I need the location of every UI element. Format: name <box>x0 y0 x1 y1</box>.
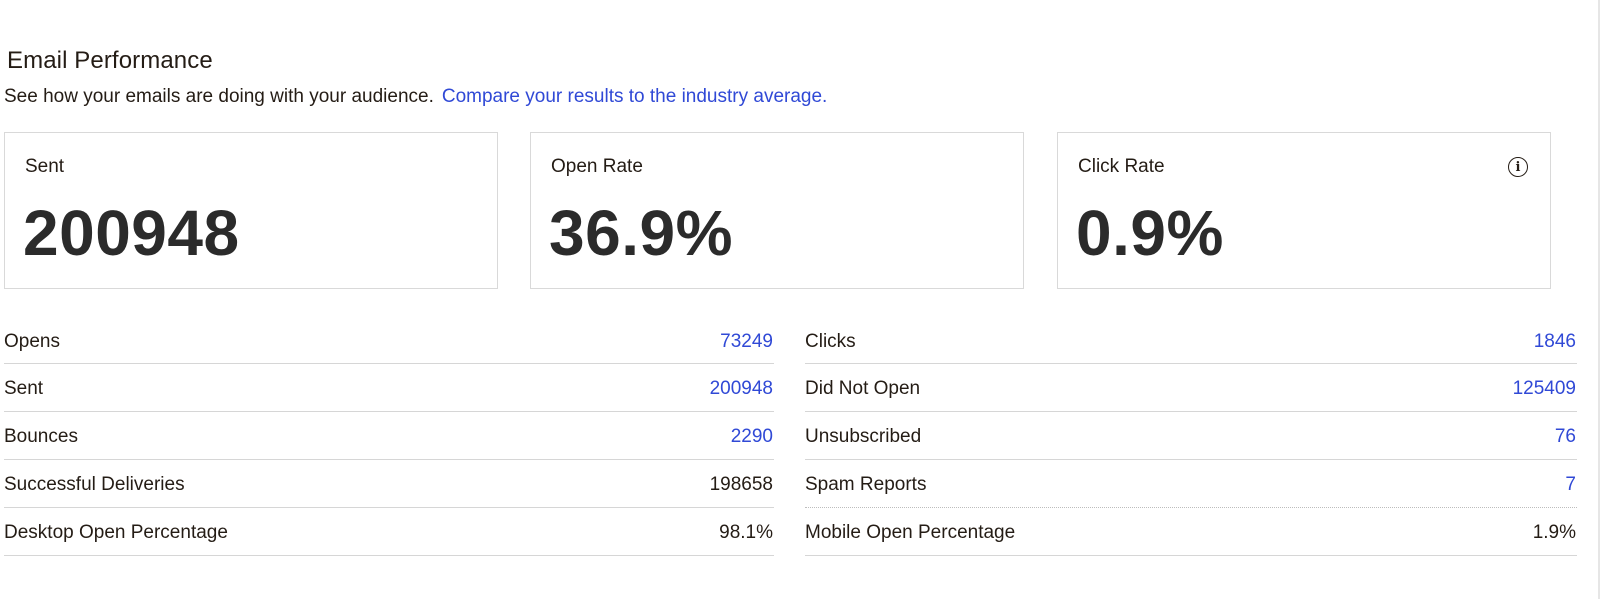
sent-card-value: 200948 <box>23 197 240 269</box>
unsubscribed-value-link[interactable]: 76 <box>1554 425 1576 447</box>
stat-label: Opens <box>4 330 60 352</box>
stat-row-bounces: Bounces 2290 <box>4 412 774 460</box>
open-rate-card: Open Rate 36.9% <box>530 132 1024 289</box>
stat-label: Sent <box>4 377 44 399</box>
stat-row-opens: Opens 73249 <box>4 318 774 364</box>
page-title: Email Performance <box>7 47 213 74</box>
stat-row-mobile-open-percentage: Mobile Open Percentage 1.9% <box>805 508 1577 556</box>
sent-card: Sent 200948 <box>4 132 498 289</box>
stat-row-did-not-open: Did Not Open 125409 <box>805 364 1577 412</box>
open-rate-card-value: 36.9% <box>549 197 733 269</box>
stat-row-spam-reports: Spam Reports 7 <box>805 460 1577 508</box>
stat-row-successful-deliveries: Successful Deliveries 198658 <box>4 460 774 508</box>
stat-label: Desktop Open Percentage <box>4 521 228 543</box>
click-rate-card-value: 0.9% <box>1076 197 1224 269</box>
mobile-open-percentage-value: 1.9% <box>1532 521 1576 543</box>
scrollbar[interactable] <box>1598 0 1600 599</box>
sent-value-link[interactable]: 200948 <box>709 377 773 399</box>
desktop-open-percentage-value: 98.1% <box>719 521 773 543</box>
stat-label: Spam Reports <box>805 473 927 495</box>
stat-row-desktop-open-percentage: Desktop Open Percentage 98.1% <box>4 508 774 556</box>
sent-card-label: Sent <box>25 156 65 177</box>
stat-label: Did Not Open <box>805 377 921 399</box>
summary-cards: Sent 200948 Open Rate 36.9% Click Rate 0… <box>4 132 1576 291</box>
stat-row-clicks: Clicks 1846 <box>805 318 1577 364</box>
stat-row-sent: Sent 200948 <box>4 364 774 412</box>
info-icon[interactable]: i <box>1508 157 1528 177</box>
stat-label: Mobile Open Percentage <box>805 521 1016 543</box>
stat-label: Bounces <box>4 425 78 447</box>
stat-label: Unsubscribed <box>805 425 922 447</box>
stat-row-unsubscribed: Unsubscribed 76 <box>805 412 1577 460</box>
spam-reports-value-link[interactable]: 7 <box>1565 473 1576 495</box>
page-subtitle: See how your emails are doing with your … <box>4 84 827 110</box>
stats-table-right: Clicks 1846 Did Not Open 125409 Unsubscr… <box>805 318 1577 556</box>
successful-deliveries-value: 198658 <box>709 473 773 495</box>
bounces-value-link[interactable]: 2290 <box>730 425 773 447</box>
opens-value-link[interactable]: 73249 <box>720 330 773 352</box>
clicks-value-link[interactable]: 1846 <box>1533 330 1576 352</box>
click-rate-card-label: Click Rate <box>1078 156 1165 177</box>
open-rate-card-label: Open Rate <box>551 156 643 177</box>
compare-industry-link[interactable]: Compare your results to the industry ave… <box>441 86 828 107</box>
did-not-open-value-link[interactable]: 125409 <box>1512 377 1576 399</box>
subtitle-text: See how your emails are doing with your … <box>4 86 434 107</box>
stat-label: Successful Deliveries <box>4 473 185 495</box>
stat-label: Clicks <box>805 330 856 352</box>
stats-table-left: Opens 73249 Sent 200948 Bounces 2290 Suc… <box>4 318 774 556</box>
click-rate-card: Click Rate 0.9% i <box>1057 132 1551 289</box>
